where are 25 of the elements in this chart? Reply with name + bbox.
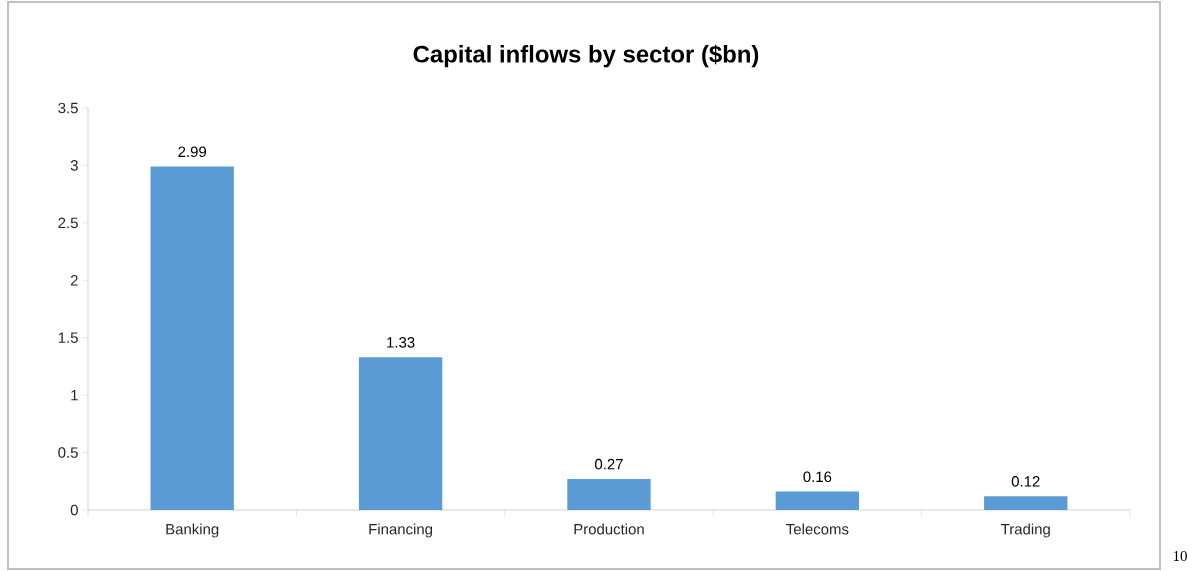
x-tick-label: Trading [1001, 523, 1050, 538]
y-tick-label: 0 [70, 504, 78, 516]
data-label: 1.33 [387, 337, 415, 348]
y-tick-label: 3.5 [58, 102, 78, 114]
text: 10 [1173, 550, 1187, 562]
data-label: 2.99 [178, 146, 207, 158]
bar [358, 357, 443, 510]
data-label: 0.16 [803, 471, 832, 483]
y-tick-label: 1.5 [58, 332, 78, 343]
x-tick-label: Production [574, 523, 644, 535]
bar [567, 478, 651, 510]
x-tick-label: Financing [369, 523, 433, 538]
bar [775, 491, 860, 510]
x-tick-label: Banking [166, 523, 219, 538]
y-tick-label: 2 [70, 275, 78, 286]
x-tick-label: Telecoms [786, 523, 849, 535]
y-tick-label: 2.5 [58, 217, 78, 229]
y-tick-label: 3 [70, 160, 78, 171]
data-label: 0.12 [1011, 476, 1040, 487]
data-label: 0.27 [595, 458, 623, 470]
bar [984, 496, 1068, 510]
bar [150, 166, 234, 510]
chart-title: Capital inflows by sector ($bn) [413, 44, 759, 68]
y-tick-label: 1 [71, 389, 78, 401]
y-tick-label: 0.5 [58, 447, 78, 458]
